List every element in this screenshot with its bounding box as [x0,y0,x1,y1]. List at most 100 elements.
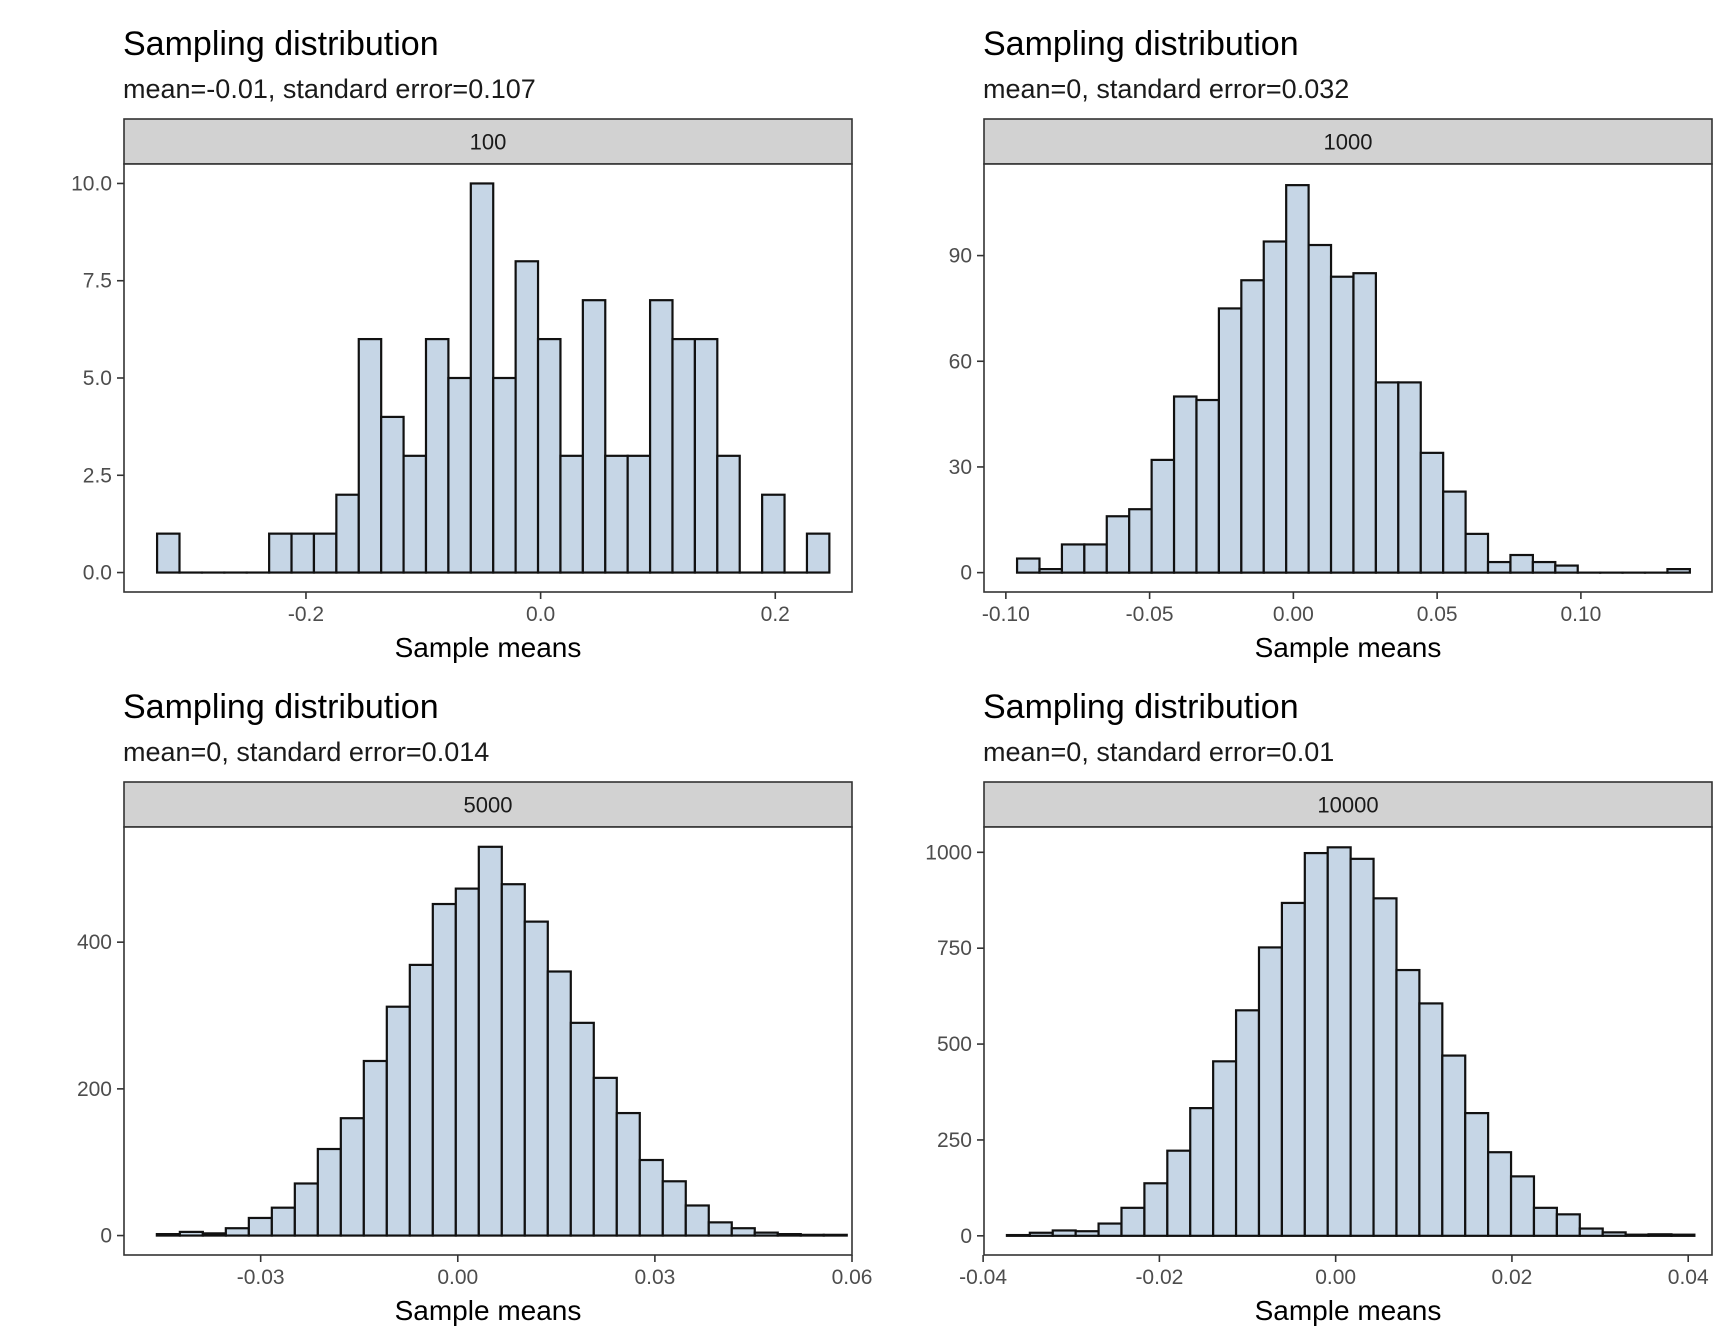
histogram-bar [1374,381,1400,574]
histogram-bar [581,299,607,574]
histogram-bar [1262,240,1288,574]
y-tick-label: 0 [960,562,972,585]
histogram-bar [514,260,540,574]
x-tick-label: 0.10 [1560,603,1601,626]
histogram-bar [1195,398,1221,574]
histogram-bar [1285,184,1310,574]
chart-subtitle: mean=-0.01, standard error=0.107 [123,74,536,104]
histogram-bar [761,493,786,574]
facet-strip-label: 100 [470,130,507,155]
histogram-bar [693,337,719,574]
histogram-bar [1509,1175,1536,1237]
histogram-bar [290,532,316,574]
chart-subtitle: mean=0, standard error=0.01 [983,737,1334,767]
histogram-bar [716,454,741,574]
x-tick-label: 0.0 [526,603,555,626]
histogram-bar [447,376,472,574]
histogram-bar [569,1021,595,1237]
histogram-bar [1352,272,1377,574]
histogram-bar [1303,851,1329,1237]
histogram-bar [1217,307,1243,574]
chart-title: Sampling distribution [983,688,1299,726]
histogram-bar [362,1059,388,1237]
histogram-bar [1172,395,1198,574]
histogram-bar [546,970,572,1237]
histogram-bar [684,1204,710,1237]
histogram-bar [293,1182,319,1237]
histogram-bars [1015,184,1691,574]
histogram-bar [707,1221,733,1237]
histogram-bar [822,1233,848,1237]
histogram-bar [1307,243,1333,574]
histogram-bar [1083,543,1108,574]
histogram-bar [1578,1227,1604,1237]
histogram-bar [559,454,584,574]
panel-border [123,826,853,1256]
histogram-bar [730,1227,756,1237]
chart-title: Sampling distribution [123,25,439,63]
histogram-bar [1051,1229,1077,1237]
facet-strip [123,118,853,165]
histogram-bar [1624,1233,1650,1237]
x-tick-label: 0.00 [437,1266,478,1289]
histogram-bar [316,1147,342,1237]
histogram-bar [1487,1151,1513,1237]
histogram-bar [1372,897,1398,1237]
histogram-bar [268,532,293,574]
x-axis-title: Sample means [1255,1295,1442,1326]
histogram-bar [1531,560,1557,574]
y-tick-label: 30 [949,456,972,479]
histogram-bar [380,415,405,574]
histogram-bar [1601,1231,1627,1237]
histogram-bar [1441,1054,1467,1237]
x-tick-label: 0.02 [1491,1266,1532,1289]
facet-panel-100: Sampling distribution mean=-0.01, standar… [71,25,853,663]
facet-strip-label: 10000 [1317,793,1378,818]
x-axis-title: Sample means [1255,632,1442,663]
x-tick-label: 0.04 [1668,1266,1709,1289]
histogram-bar [477,845,503,1237]
histogram-bar [201,1232,227,1237]
facet-strip-label: 5000 [464,793,513,818]
x-tick-label: -0.02 [1135,1266,1183,1289]
histogram-bar [626,454,652,574]
histogram-bar [247,1216,273,1237]
histogram-bars [1005,846,1696,1237]
histogram-bar [385,1005,411,1237]
histogram-bar [604,454,629,574]
histogram-bar [1105,515,1131,574]
y-tick-label: 500 [937,1033,972,1056]
histogram-bar [1005,1233,1031,1237]
histogram-bar [339,1117,365,1237]
histogram-bar [592,1076,618,1237]
histogram-bar [753,1231,779,1237]
y-tick-label: 750 [937,937,972,960]
x-tick-label: -0.2 [288,603,324,626]
histogram-bar [270,1206,296,1237]
histogram-bar [638,1158,664,1237]
histogram-bar [1257,946,1283,1237]
x-tick-label: 0.05 [1417,603,1458,626]
histogram-bar [424,337,450,574]
chart-title: Sampling distribution [123,688,439,726]
facet-panel-5000: Sampling distribution mean=0, standard er… [77,688,872,1326]
histogram-bars [155,182,831,574]
histogram-bar [1554,564,1579,574]
y-tick-label: 0.0 [83,562,112,585]
histogram-bar [671,337,697,574]
histogram-bar [1280,901,1306,1237]
histogram-bar [402,454,428,574]
x-tick-label: -0.03 [237,1266,285,1289]
histogram-bar [454,887,480,1237]
y-tick-label: 200 [77,1078,112,1101]
chart-subtitle: mean=0, standard error=0.014 [123,737,489,767]
histogram-bar [1326,846,1352,1237]
histogram-bar [799,1233,825,1237]
histogram-bar [1419,451,1445,574]
histogram-bar [224,1227,250,1237]
histogram-bar [805,532,831,574]
x-tick-label: -0.10 [982,603,1030,626]
histogram-bar [1464,532,1490,574]
histogram-bar [335,493,360,574]
